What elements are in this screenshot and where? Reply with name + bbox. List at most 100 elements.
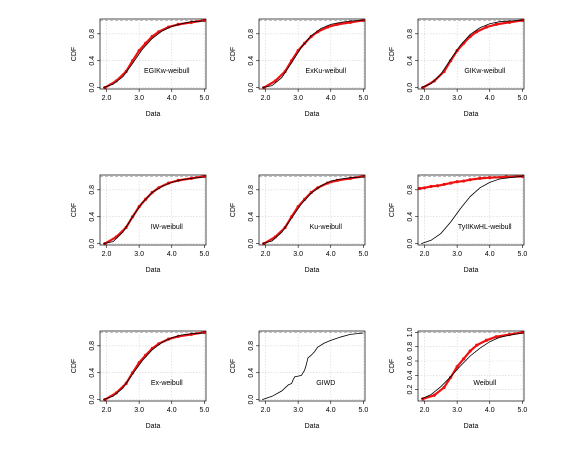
fitted-cdf-line [103, 332, 205, 401]
y-tick-label: 0.4 [248, 56, 255, 66]
empirical-point [442, 182, 446, 187]
x-tick-label: 3.0 [134, 251, 144, 258]
y-axis-title: CDF [71, 203, 78, 217]
fitted-cdf-line [421, 19, 523, 89]
empirical-point [468, 349, 472, 353]
empirical-point [150, 34, 154, 39]
x-tick-label: 4.0 [167, 251, 177, 258]
empirical-cdf-line [104, 19, 205, 89]
x-tick-label: 5.0 [359, 407, 369, 414]
panel-0: 2.0 3.0 4.0 5.0 0.0 0.4 0.8 Data CDF EGIKw-weibul… [71, 18, 209, 118]
empirical-point [422, 186, 427, 190]
y-tick-label: 0.8 [89, 29, 96, 39]
plot-frame [417, 174, 525, 246]
x-tick-label: 3.0 [452, 407, 462, 414]
panel-5: 2.0 3.0 4.0 5.0 0.0 0.4 0.8 Data CDF TyIIKwHL-wei… [389, 174, 527, 274]
y-tick-label: 0.2 [407, 385, 414, 395]
y-axis-title: CDF [230, 203, 237, 217]
empirical-point [468, 178, 472, 182]
y-tick-label: 0.8 [407, 342, 414, 352]
plot-frame [258, 174, 366, 246]
plot-frame [99, 18, 207, 90]
y-tick-label: 0.0 [89, 395, 96, 405]
x-axis-title: Data [464, 111, 479, 118]
model-label: ExKu-weibull [306, 68, 347, 75]
empirical-cdf-line [104, 175, 205, 245]
empirical-point [494, 335, 498, 339]
x-tick-label: 2.0 [261, 95, 271, 102]
plot-frame [99, 330, 207, 402]
plot-frame [417, 330, 525, 402]
empirical-point [114, 79, 118, 83]
empirical-point [520, 174, 524, 178]
x-tick-label: 2.0 [102, 251, 112, 258]
panel-8: 2.0 3.0 4.0 5.0 0.2 0.4 0.6 0.8 1.0 Data CDF Weibul… [389, 327, 527, 430]
y-tick-label: 0.8 [407, 185, 414, 195]
empirical-point [309, 190, 313, 195]
empirical-point [273, 79, 277, 83]
x-tick-label: 5.0 [359, 95, 369, 102]
y-tick-label: 0.4 [89, 212, 96, 222]
empirical-point [494, 22, 498, 26]
x-tick-label: 3.0 [134, 95, 144, 102]
y-tick-label: 0.8 [89, 341, 96, 351]
empirical-point [131, 59, 135, 63]
x-axis-title: Data [146, 111, 161, 118]
y-tick-label: 0.0 [89, 83, 96, 93]
x-tick-label: 5.0 [518, 95, 528, 102]
x-tick-label: 5.0 [200, 407, 210, 414]
x-tick-label: 4.0 [485, 95, 495, 102]
panel-2: 2.0 3.0 4.0 5.0 0.0 0.4 0.8 Data CDF GIKw-weibull [389, 18, 528, 118]
empirical-point [455, 365, 459, 369]
empirical-point [462, 357, 466, 361]
empirical-point [429, 184, 433, 189]
x-tick-label: 3.0 [452, 95, 462, 102]
panel-7: 2.0 3.0 4.0 5.0 0.0 0.4 0.8 Data CDF GIWD [230, 330, 369, 430]
y-tick-label: 0.0 [89, 239, 96, 249]
empirical-point [484, 25, 489, 29]
model-label: GIKw-weibull [464, 68, 505, 75]
fitted-cdf-line [421, 175, 523, 245]
empirical-point [316, 30, 320, 34]
y-axis-title: CDF [71, 47, 78, 61]
y-axis-title: CDF [389, 203, 396, 217]
x-tick-label: 4.0 [167, 407, 177, 414]
y-tick-label: 0.4 [407, 56, 414, 66]
empirical-point [114, 391, 118, 395]
y-tick-label: 0.6 [407, 356, 414, 366]
plot-frame [258, 18, 366, 90]
empirical-point [435, 184, 440, 188]
x-tick-label: 4.0 [485, 407, 495, 414]
x-axis-title: Data [146, 423, 161, 430]
x-tick-label: 5.0 [518, 407, 528, 414]
empirical-point [478, 176, 482, 180]
y-tick-label: 0.8 [407, 29, 414, 39]
empirical-point [520, 18, 524, 22]
y-tick-label: 0.4 [89, 56, 96, 66]
empirical-point [442, 385, 446, 390]
empirical-point [449, 375, 453, 380]
fitted-cdf-line [262, 176, 364, 245]
x-axis-title: Data [305, 267, 320, 274]
fitted-cdf-line [103, 20, 205, 89]
y-tick-label: 0.0 [248, 395, 255, 405]
fitted-cdf-line [421, 332, 523, 400]
x-tick-label: 3.0 [134, 407, 144, 414]
y-tick-label: 0.8 [248, 341, 255, 351]
model-label: TyIIKwHL-weibull [458, 224, 512, 231]
x-axis-title: Data [305, 423, 320, 430]
x-tick-label: 2.0 [261, 407, 271, 414]
x-axis-title: Data [464, 423, 479, 430]
y-tick-label: 0.0 [248, 83, 255, 93]
panel-4: 2.0 3.0 4.0 5.0 0.0 0.4 0.8 Data CDF Ku-weibull [230, 174, 369, 274]
empirical-point [455, 180, 459, 184]
fitted-cdf-line [103, 176, 205, 245]
empirical-point [462, 179, 466, 183]
y-tick-label: 0.0 [248, 239, 255, 249]
x-tick-label: 5.0 [359, 251, 369, 258]
y-tick-label: 0.4 [248, 368, 255, 378]
plot-frame [258, 330, 366, 402]
x-tick-label: 4.0 [167, 95, 177, 102]
x-tick-label: 2.0 [102, 407, 112, 414]
